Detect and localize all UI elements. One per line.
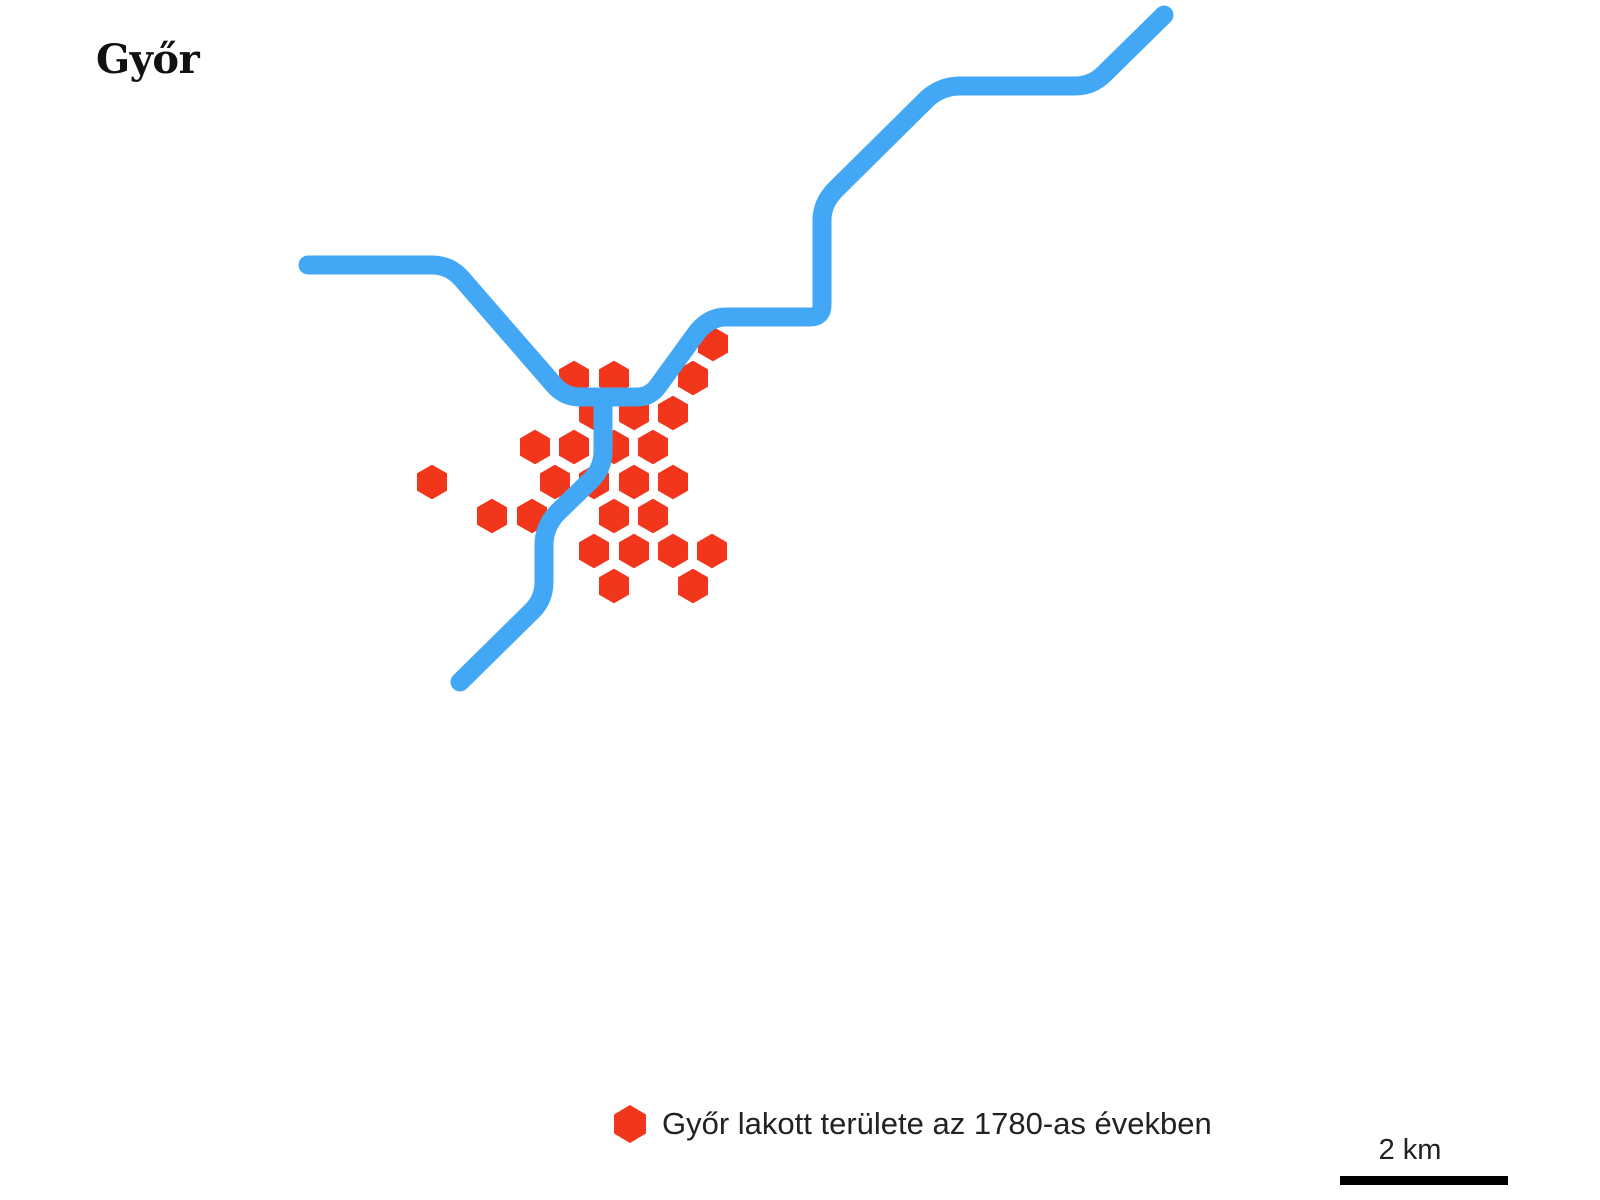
river-branch <box>450 387 613 692</box>
settlement-hexagon <box>616 530 652 572</box>
scale-label: 2 km <box>1378 1134 1442 1166</box>
settlement-hexagon <box>635 495 671 537</box>
settlement-hexagon <box>675 565 711 607</box>
settlement-hexagon <box>655 530 691 572</box>
settlement-hexagon <box>616 461 652 503</box>
hexagon-icon <box>614 1105 646 1143</box>
settlement-hexagon <box>537 461 573 503</box>
river-main <box>298 5 1174 407</box>
legend: Győr lakott területe az 1780-as években <box>612 1104 1212 1144</box>
settlement-hexagon <box>414 461 450 503</box>
scale-bar <box>1340 1176 1508 1185</box>
settlement-hexagon <box>694 530 730 572</box>
settlement-hexagon <box>655 392 691 434</box>
settlement-hexagon <box>556 426 592 468</box>
rivers <box>298 5 1174 692</box>
settlement-hexagon <box>596 565 632 607</box>
settlement-hexagon <box>517 426 553 468</box>
settlement-hexagon <box>474 495 510 537</box>
settlement-hexagon <box>596 495 632 537</box>
legend-label: Győr lakott területe az 1780-as években <box>662 1106 1212 1141</box>
settlement-hexagon <box>576 530 612 572</box>
settlement-hexagon <box>635 426 671 468</box>
map-title: Győr <box>96 36 200 83</box>
settlement-hexagon <box>655 461 691 503</box>
